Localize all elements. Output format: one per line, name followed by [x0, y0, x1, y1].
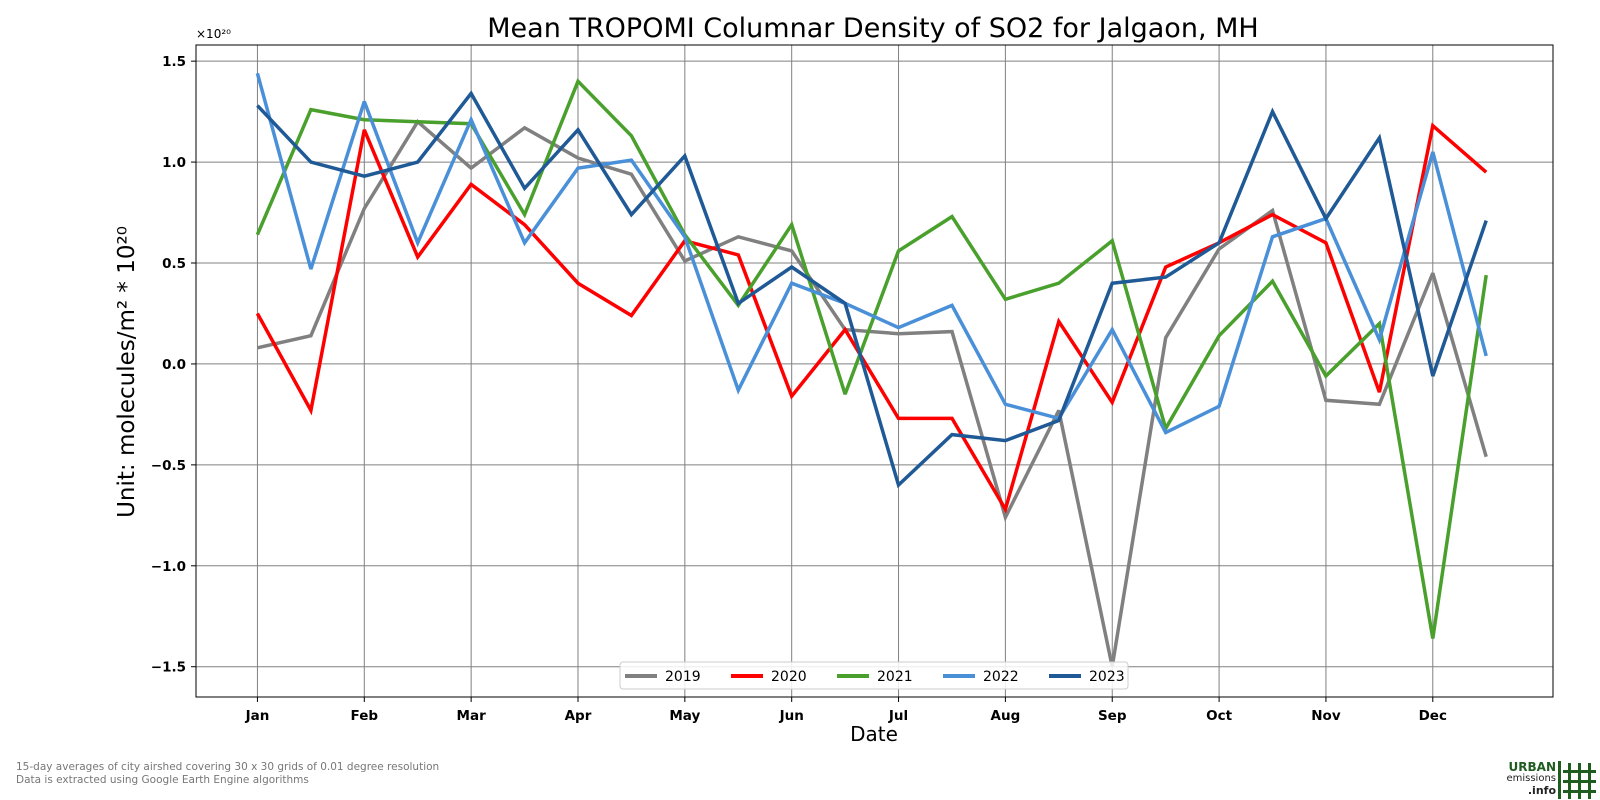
- x-tick-label: Nov: [1311, 708, 1341, 724]
- x-tick-label: Sep: [1098, 708, 1127, 724]
- legend-label-2019: 2019: [665, 669, 701, 685]
- footnote-line-2: Data is extracted using Google Earth Eng…: [16, 774, 309, 786]
- x-tick-label: Dec: [1419, 708, 1447, 724]
- logo-line-2: emissions: [1506, 773, 1556, 784]
- series-line-2019: [257, 119, 1488, 668]
- footnote-line-1: 15-day averages of city airshed covering…: [16, 761, 440, 773]
- y-tick-label: 1.0: [162, 155, 186, 171]
- x-tick-label: Jul: [888, 708, 908, 724]
- plot-frame: [195, 44, 1554, 698]
- x-tick-label: Apr: [565, 708, 592, 724]
- x-tick-label: Feb: [351, 708, 379, 724]
- logo-line-3: .info: [1527, 784, 1556, 797]
- x-tick-label: Aug: [991, 708, 1021, 724]
- legend-frame: [619, 661, 1129, 690]
- x-tick-label: Mar: [457, 708, 487, 724]
- x-axis-label: Date: [850, 722, 898, 746]
- x-tick-label: Oct: [1206, 708, 1232, 724]
- logo-text: URBAN emissions .info: [1500, 761, 1556, 797]
- legend: 2019 2020 2021 2022 2023: [619, 661, 1129, 690]
- series-line-2020: [255, 122, 1488, 514]
- legend-label-2021: 2021: [877, 669, 913, 685]
- x-tick-label: Jun: [779, 708, 804, 724]
- y-scale-label: ×10²⁰: [196, 27, 231, 41]
- x-tick-label: May: [669, 708, 700, 724]
- series-line-2021: [255, 78, 1488, 639]
- legend-label-2020: 2020: [771, 669, 807, 685]
- legend-label-2022: 2022: [983, 669, 1019, 685]
- y-tick-label: −1.5: [151, 660, 186, 676]
- logo-line-1: URBAN: [1508, 760, 1556, 774]
- series-lines: [255, 72, 1488, 668]
- chart-title: Mean TROPOMI Columnar Density of SO2 for…: [487, 13, 1258, 44]
- y-tick-label: 0.5: [162, 256, 186, 272]
- y-tick-label: 0.0: [162, 357, 186, 373]
- x-axis-ticks: Jan Feb Mar Apr May Jun Jul Aug Sep Oct Nov Dec: [245, 697, 1447, 724]
- y-axis-ticks: 1.5 1.0 0.5 0.0 −0.5 −1.0 −1.5: [151, 54, 196, 676]
- y-tick-label: −0.5: [151, 458, 186, 474]
- x-tick-label: Jan: [245, 708, 270, 724]
- legend-label-2023: 2023: [1089, 669, 1125, 685]
- y-axis-label: Unit: molecules/m² * 10²⁰: [114, 226, 140, 518]
- y-tick-label: −1.0: [151, 559, 186, 575]
- series-line-2022: [255, 72, 1488, 435]
- grid-logo-icon: [1558, 761, 1596, 799]
- series-line-2023: [256, 90, 1488, 489]
- y-tick-label: 1.5: [162, 54, 186, 70]
- footnote: 15-day averages of city airshed covering…: [16, 761, 439, 787]
- urban-emissions-logo: URBAN emissions .info: [1500, 761, 1598, 799]
- grid: [196, 45, 1553, 697]
